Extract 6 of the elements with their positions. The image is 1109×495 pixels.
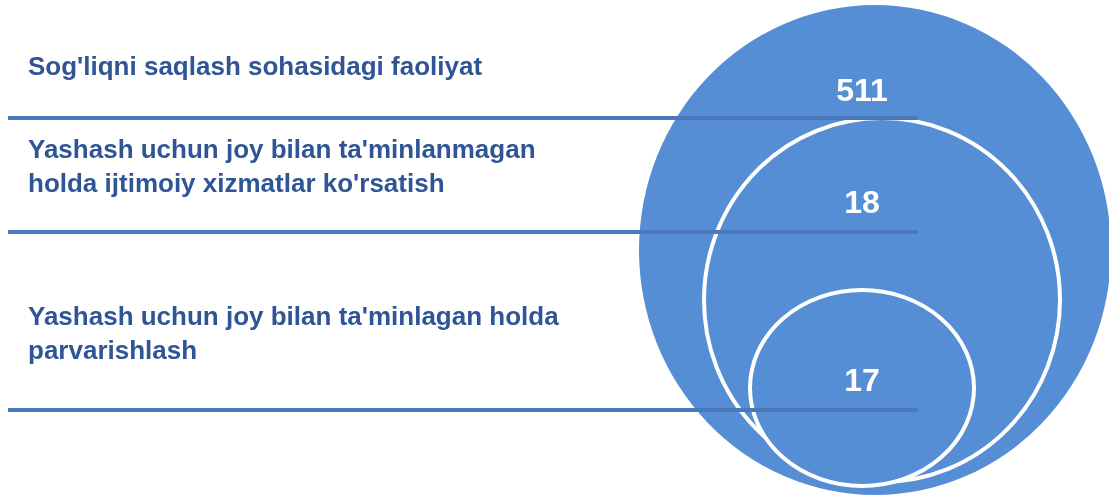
- category-label: Yashash uchun joy bilan ta'minlagan holda parvarishlash: [28, 301, 560, 365]
- data-label: 511: [836, 72, 888, 109]
- data-label: 18: [844, 184, 880, 221]
- category-label: Sog'liqni saqlash sohasidagi faoliyat: [28, 51, 483, 81]
- category-label: Yashash uchun joy bilan ta'minlanmagan holda ijtimoiy xizmatlar ko'rsatish: [28, 134, 536, 198]
- data-label: 17: [844, 362, 880, 399]
